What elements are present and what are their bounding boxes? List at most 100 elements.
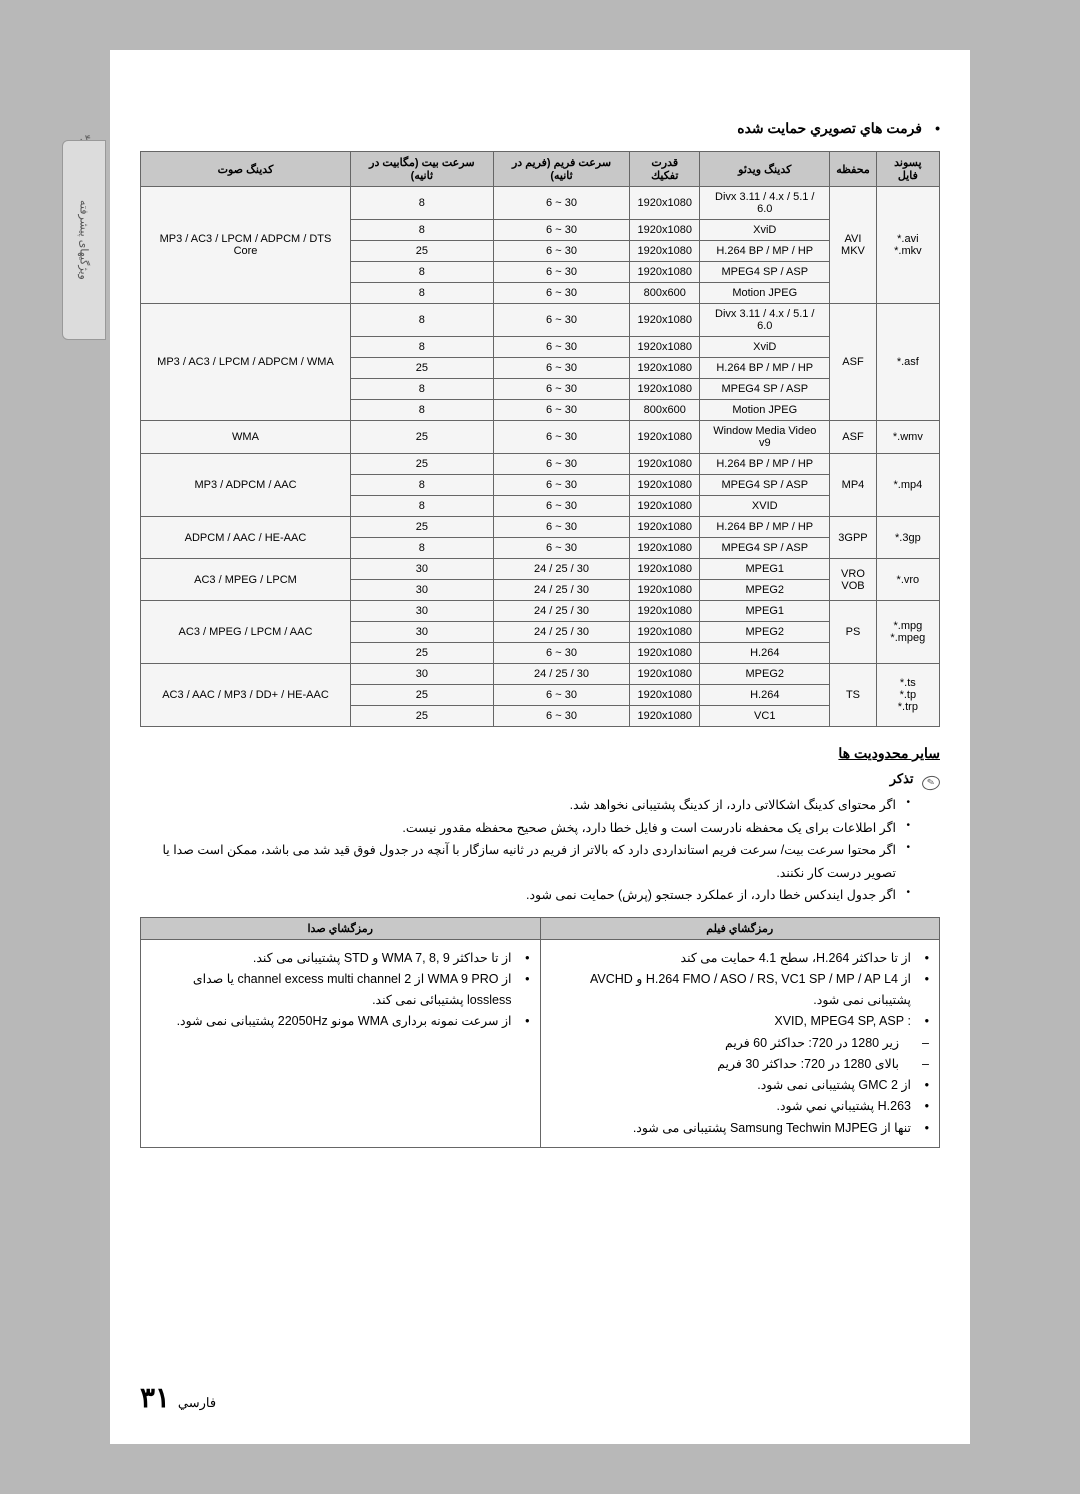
cell: 24 / 25 / 30 xyxy=(493,622,630,643)
list-item: اگر محتوا سرعت بیت/ سرعت فریم استانداردی… xyxy=(140,839,910,884)
cell: 800x600 xyxy=(630,400,700,421)
th-resolution: قدرت تفکیك xyxy=(630,152,700,187)
cell: H.264 BP / MP / HP xyxy=(700,241,830,262)
cell-audio: MP3 / AC3 / LPCM / ADPCM / WMA xyxy=(141,304,351,421)
cell: 8 xyxy=(350,379,493,400)
table-row: از تا حداکثر H.264، سطح 4.1 حمایت می کند… xyxy=(141,939,940,1147)
cell: 25 xyxy=(350,241,493,262)
cell: 1920x1080 xyxy=(630,262,700,283)
table-row: *.vroVROVOBMPEG11920x108024 / 25 / 3030A… xyxy=(141,559,940,580)
cell: 25 xyxy=(350,358,493,379)
other-limits-heading: سایر محدودیت ها xyxy=(140,745,940,762)
cell: 6 ~ 30 xyxy=(493,496,630,517)
cell: 6 ~ 30 xyxy=(493,421,630,454)
cell: 1920x1080 xyxy=(630,559,700,580)
video-decoder-cell: از تا حداکثر H.264، سطح 4.1 حمایت می کند… xyxy=(540,939,940,1147)
cell-ext: *.asf xyxy=(876,304,939,421)
cell-audio: ADPCM / AAC / HE-AAC xyxy=(141,517,351,559)
table-row: *.3gp3GPPH.264 BP / MP / HP1920x10806 ~ … xyxy=(141,517,940,538)
cell: 24 / 25 / 30 xyxy=(493,580,630,601)
cell: H.264 BP / MP / HP xyxy=(700,454,830,475)
list-item: از تا حداکثر H.264، سطح 4.1 حمایت می کند xyxy=(551,948,930,969)
cell-ext: *.avi*.mkv xyxy=(876,187,939,304)
cell-container: AVIMKV xyxy=(830,187,876,304)
cell: 8 xyxy=(350,262,493,283)
cell: MPEG1 xyxy=(700,559,830,580)
table-header-row: رمزگشاي فیلم رمزگشاي صدا xyxy=(141,917,940,939)
main-content: فرمت هاي تصویري حمایت شده پسوند فایل محف… xyxy=(140,120,940,1148)
cell: 1920x1080 xyxy=(630,241,700,262)
cell: 6 ~ 30 xyxy=(493,706,630,727)
cell: H.264 BP / MP / HP xyxy=(700,358,830,379)
cell: Window Media Video v9 xyxy=(700,421,830,454)
cell: H.264 BP / MP / HP xyxy=(700,517,830,538)
cell: 1920x1080 xyxy=(630,475,700,496)
cell: 30 xyxy=(350,622,493,643)
cell: 25 xyxy=(350,421,493,454)
cell: 6 ~ 30 xyxy=(493,304,630,337)
cell: 6 ~ 30 xyxy=(493,241,630,262)
list-item: از WMA 9 PRO از channel excess multi cha… xyxy=(151,969,530,1012)
cell: XVID xyxy=(700,496,830,517)
cell-container: ASF xyxy=(830,304,876,421)
page-number-value: ۳۱ xyxy=(140,1382,170,1413)
cell: 800x600 xyxy=(630,283,700,304)
cell: MPEG4 SP / ASP xyxy=(700,475,830,496)
cell: 25 xyxy=(350,706,493,727)
cell: 24 / 25 / 30 xyxy=(493,559,630,580)
cell-container: TS xyxy=(830,664,876,727)
cell: 8 xyxy=(350,220,493,241)
cell: MPEG4 SP / ASP xyxy=(700,379,830,400)
table-row: *.avi*.mkvAVIMKVDivx 3.11 / 4.x / 5.1 / … xyxy=(141,187,940,220)
cell: 25 xyxy=(350,685,493,706)
cell: MPEG2 xyxy=(700,622,830,643)
note-label: تذکر xyxy=(890,771,914,786)
table-row: *.ts*.tp*.trpTSMPEG21920x108024 / 25 / 3… xyxy=(141,664,940,685)
list-item: زیر 1280 در 720: حداکثر 60 فریم xyxy=(551,1033,930,1054)
cell: 25 xyxy=(350,643,493,664)
cell: 1920x1080 xyxy=(630,496,700,517)
page-number: فارسي ۳۱ xyxy=(140,1381,216,1414)
cell-audio: WMA xyxy=(141,421,351,454)
th-container: محفظه xyxy=(830,152,876,187)
cell: 6 ~ 30 xyxy=(493,262,630,283)
table-row: *.wmvASFWindow Media Video v91920x10806 … xyxy=(141,421,940,454)
cell: MPEG2 xyxy=(700,664,830,685)
cell: VC1 xyxy=(700,706,830,727)
cell: 30 xyxy=(350,580,493,601)
list-item: بالای 1280 در 720: حداکثر 30 فریم xyxy=(551,1054,930,1075)
cell: 8 xyxy=(350,283,493,304)
cell: 8 xyxy=(350,538,493,559)
cell: 6 ~ 30 xyxy=(493,358,630,379)
cell: 6 ~ 30 xyxy=(493,187,630,220)
th-video-decoder: رمزگشاي فیلم xyxy=(540,917,940,939)
cell-container: ASF xyxy=(830,421,876,454)
cell: 1920x1080 xyxy=(630,622,700,643)
cell: 24 / 25 / 30 xyxy=(493,601,630,622)
list-item: از H.264 FMO / ASO / RS, VC1 SP / MP / A… xyxy=(551,969,930,1012)
table-header-row: پسوند فایل محفظه کدینگ ویدئو قدرت تفکیك … xyxy=(141,152,940,187)
cell: 8 xyxy=(350,337,493,358)
cell: 1920x1080 xyxy=(630,358,700,379)
cell: 8 xyxy=(350,304,493,337)
list-item: اگر محتوای کدینگ اشکالاتی دارد، از کدینگ… xyxy=(140,794,910,817)
cell: 6 ~ 30 xyxy=(493,538,630,559)
cell: 1920x1080 xyxy=(630,685,700,706)
cell: MPEG4 SP / ASP xyxy=(700,538,830,559)
cell: 6 ~ 30 xyxy=(493,454,630,475)
th-framerate: سرعت فریم (فریم در ثانیه) xyxy=(493,152,630,187)
cell: H.264 xyxy=(700,685,830,706)
cell: 1920x1080 xyxy=(630,220,700,241)
cell: H.264 xyxy=(700,643,830,664)
cell-ext: *.mpg*.mpeg xyxy=(876,601,939,664)
cell-audio: AC3 / MPEG / LPCM xyxy=(141,559,351,601)
cell: 6 ~ 30 xyxy=(493,379,630,400)
cell: Motion JPEG xyxy=(700,400,830,421)
cell: 8 xyxy=(350,496,493,517)
cell: XviD xyxy=(700,337,830,358)
cell: 30 xyxy=(350,559,493,580)
cell: 6 ~ 30 xyxy=(493,643,630,664)
table-row: *.mp4MP4H.264 BP / MP / HP1920x10806 ~ 3… xyxy=(141,454,940,475)
cell-ext: *.vro xyxy=(876,559,939,601)
cell: 8 xyxy=(350,400,493,421)
